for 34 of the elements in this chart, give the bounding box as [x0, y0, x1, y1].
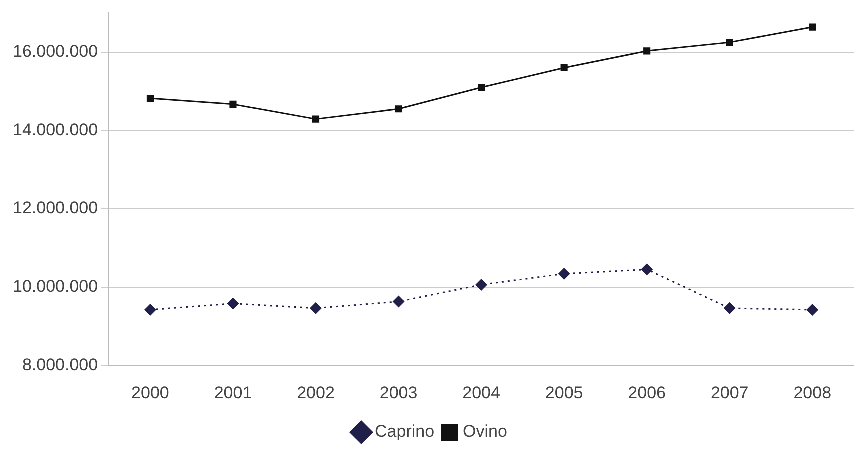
x-tick-label: 2004 — [462, 383, 500, 402]
point — [395, 106, 402, 113]
point — [310, 302, 322, 314]
point — [726, 39, 734, 46]
x-tick-label: 2006 — [628, 383, 666, 402]
point — [227, 298, 240, 310]
y-tick-label: 10.000.000 — [12, 276, 98, 296]
legend-label: Caprino — [375, 422, 435, 442]
y-tick-label: 8.000.000 — [22, 355, 98, 374]
y-tick-label: 16.000.000 — [12, 42, 98, 62]
point — [641, 264, 654, 276]
point — [806, 304, 819, 316]
point — [644, 48, 651, 55]
point — [558, 268, 570, 280]
point — [146, 95, 154, 102]
x-tick-label: 2007 — [710, 383, 749, 402]
x-tick-label: 2005 — [545, 383, 584, 402]
point — [392, 296, 405, 308]
y-tick-label: 12.000.000 — [12, 198, 98, 218]
point — [560, 64, 568, 72]
x-tick-label: 2008 — [794, 383, 832, 402]
x-tick-label: 2002 — [297, 383, 335, 402]
point — [478, 84, 486, 92]
point — [809, 24, 816, 31]
point — [312, 116, 320, 123]
x-tick-label: 2001 — [214, 383, 252, 402]
point — [476, 278, 488, 291]
y-tick-label: 14.000.000 — [12, 120, 98, 140]
point — [724, 302, 736, 314]
legend-label: Ovino — [463, 422, 508, 442]
x-tick-label: 2003 — [380, 383, 418, 402]
x-tick-label: 2000 — [132, 383, 170, 402]
point — [230, 100, 237, 108]
point — [144, 304, 156, 316]
